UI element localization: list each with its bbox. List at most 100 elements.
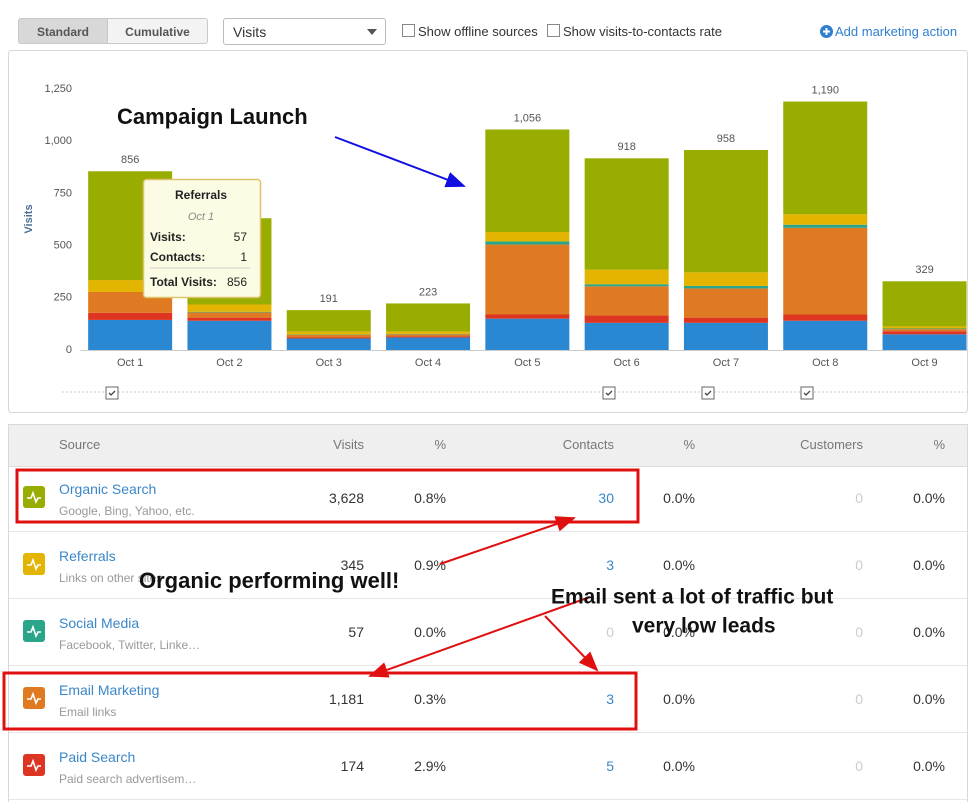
total-label: 1,056 — [514, 112, 542, 124]
pulse — [27, 557, 41, 572]
bar-segment — [584, 284, 669, 287]
bar-segment — [683, 272, 768, 286]
total-label: 223 — [419, 286, 437, 298]
y-tick-label: 250 — [54, 292, 72, 304]
cell-customers-pct: 0.0% — [913, 758, 945, 774]
bar-segment — [286, 331, 371, 335]
row-divider — [9, 732, 967, 733]
bar-segment — [386, 337, 471, 350]
source-icon — [23, 486, 45, 508]
tooltip-title: Referrals — [175, 188, 227, 202]
bar-segment — [286, 338, 371, 350]
source-name[interactable]: Organic Search — [59, 481, 157, 497]
column-header: % — [683, 437, 695, 452]
source-name[interactable]: Paid Search — [59, 749, 136, 765]
row-divider — [9, 531, 967, 532]
bar-segment — [584, 158, 669, 270]
bar-segment — [485, 232, 570, 242]
column-header: % — [434, 437, 446, 452]
tooltip-value: 856 — [227, 275, 247, 289]
checkbox-label: Show offline sources — [418, 24, 538, 39]
bar-segment — [882, 281, 967, 327]
source-name[interactable]: Referrals — [59, 548, 116, 564]
standard-button[interactable]: Standard — [18, 18, 108, 44]
cell-customers: 0 — [855, 691, 863, 707]
tooltip-label: Contacts: — [150, 250, 205, 264]
source-icon — [23, 553, 45, 575]
y-tick-label: 0 — [66, 344, 72, 356]
calendar-icon — [800, 386, 814, 400]
bar-segment — [683, 285, 768, 289]
cell-visits-pct: 0.8% — [414, 490, 446, 506]
cell-contacts[interactable]: 3 — [606, 557, 614, 573]
calendar-check — [704, 390, 712, 396]
add-action-link[interactable]: Add marketing action — [820, 24, 957, 39]
column-header: Customers — [800, 437, 863, 452]
cumulative-button[interactable]: Cumulative — [107, 18, 208, 44]
calendar-check — [605, 390, 613, 396]
cell-contacts[interactable]: 5 — [606, 758, 614, 774]
x-tick-label: Oct 5 — [514, 357, 540, 369]
tooltip-value: 57 — [234, 230, 248, 244]
plus-icon — [820, 25, 833, 38]
bar-segment — [783, 320, 868, 350]
pulse — [27, 490, 41, 505]
offline-checkbox[interactable]: Show offline sources — [402, 24, 538, 39]
calendar-icon — [701, 386, 715, 400]
source-icon — [23, 754, 45, 776]
x-tick-label: Oct 2 — [216, 357, 242, 369]
table-header — [9, 425, 967, 467]
event-icons — [105, 386, 814, 400]
bar-segment — [386, 334, 471, 337]
bar-segment — [485, 244, 570, 315]
calendar-icon — [105, 386, 119, 400]
source-description: Email links — [59, 705, 117, 719]
source-name[interactable]: Email Marketing — [59, 682, 160, 698]
total-label: 856 — [121, 154, 139, 166]
pulse — [27, 624, 41, 639]
bar-segment — [882, 328, 967, 330]
bar-segment — [584, 286, 669, 316]
x-tick-label: Oct 7 — [713, 357, 739, 369]
cell-visits-pct: 2.9% — [414, 758, 446, 774]
source-description: Paid search advertisem… — [59, 772, 197, 786]
bar-segment — [584, 322, 669, 350]
calendar-icon — [602, 386, 616, 400]
x-tick-label: Oct 6 — [614, 357, 640, 369]
bar-segment — [882, 334, 967, 350]
bar-segment — [485, 314, 570, 319]
y-axis-label: Visits — [23, 204, 35, 233]
pulse — [27, 758, 41, 773]
dropdown-value: Visits — [233, 24, 267, 40]
column-header: % — [933, 437, 945, 452]
cell-visits-pct: 0.3% — [414, 691, 446, 707]
column-header: Contacts — [562, 437, 614, 452]
cell-contacts-pct: 0.0% — [663, 691, 695, 707]
bar-segment — [187, 304, 272, 312]
link-text: Add marketing action — [835, 24, 958, 39]
bar-segment — [485, 318, 570, 350]
cell-customers: 0 — [855, 758, 863, 774]
bar-segment — [783, 214, 868, 225]
cell-contacts-pct: 0.0% — [663, 490, 695, 506]
tooltip-label: Total Visits: — [150, 275, 217, 289]
row-divider — [9, 598, 967, 599]
bar-segment — [187, 311, 272, 313]
cell-contacts: 0 — [606, 624, 614, 640]
cell-customers: 0 — [855, 490, 863, 506]
rate-checkbox[interactable]: Show visits-to-contacts rate — [547, 24, 722, 39]
metric-dropdown[interactable]: Visits — [223, 18, 386, 45]
cell-visits-pct: 0.0% — [414, 624, 446, 640]
bar-segment — [783, 314, 868, 321]
column-header: Visits — [333, 437, 364, 452]
source-name[interactable]: Social Media — [59, 615, 140, 631]
bar-segment — [683, 322, 768, 350]
bar-segment — [584, 315, 669, 323]
bar-segment — [584, 269, 669, 285]
bar-segment — [286, 337, 371, 339]
cell-contacts-pct: 0.0% — [663, 557, 695, 573]
total-label: 191 — [320, 293, 338, 305]
